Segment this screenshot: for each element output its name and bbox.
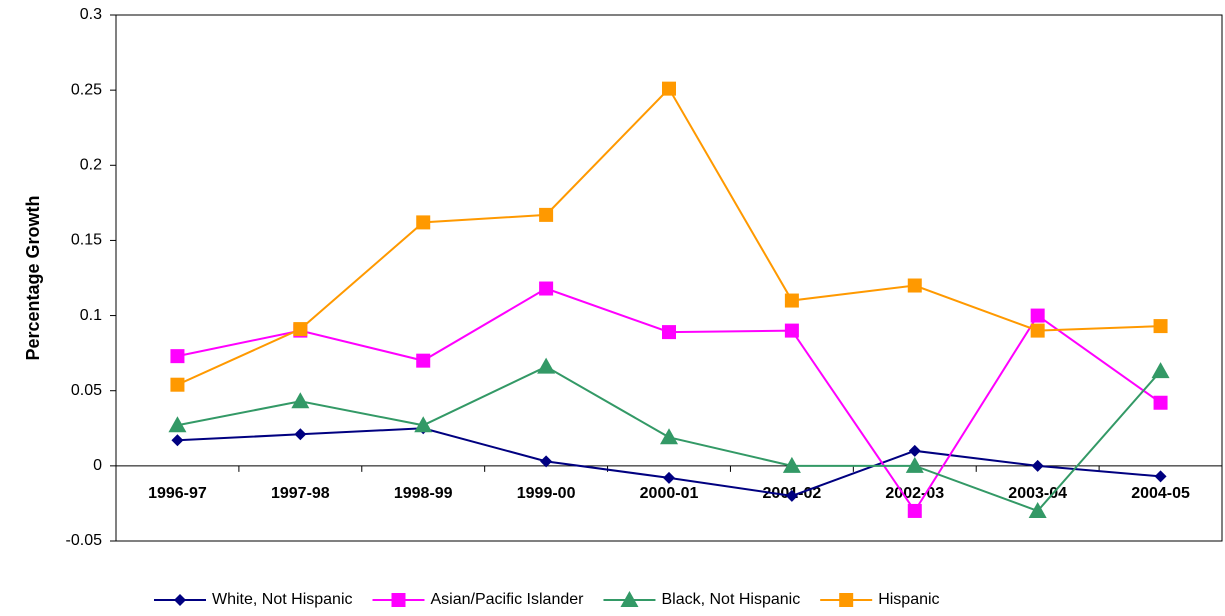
y-tick-label: 0.3	[80, 6, 102, 23]
series-line	[177, 86, 1161, 386]
marker	[294, 428, 307, 441]
marker	[171, 434, 184, 447]
marker	[662, 81, 676, 96]
legend-item: White, Not Hispanic	[154, 591, 353, 608]
legend-marker	[839, 593, 854, 607]
series	[168, 357, 1170, 518]
x-tick-label: 1997-98	[271, 485, 330, 502]
legend-item: Asian/Pacific Islander	[372, 591, 585, 608]
legend-label: Black, Not Hispanic	[661, 591, 800, 608]
x-tick-label: 2004-05	[1131, 485, 1190, 502]
marker	[1151, 362, 1170, 379]
x-tick-label: 2000-01	[640, 485, 699, 502]
y-tick-label: 0.25	[71, 81, 102, 98]
marker	[170, 349, 185, 364]
legend-marker	[620, 591, 639, 607]
y-tick-label: 0.05	[71, 382, 102, 399]
marker	[785, 489, 798, 502]
marker	[663, 471, 675, 484]
marker	[662, 325, 676, 340]
marker	[660, 428, 678, 445]
marker	[540, 455, 553, 468]
marker	[414, 416, 433, 433]
marker	[1031, 459, 1044, 472]
marker	[1153, 319, 1168, 334]
x-tick-label: 2002-03	[885, 485, 944, 502]
y-tick-label: 0.2	[80, 157, 102, 174]
legend-label: White, Not Hispanic	[212, 591, 353, 608]
marker	[168, 416, 187, 433]
series	[170, 281, 1168, 518]
marker	[784, 323, 799, 338]
marker	[537, 357, 556, 374]
marker	[293, 322, 308, 337]
plot-area	[115, 14, 1223, 542]
marker	[908, 444, 921, 457]
marker	[907, 503, 922, 518]
legend-label: Hispanic	[878, 591, 939, 608]
legend-marker	[391, 593, 406, 607]
x-tick-label: 1999-00	[517, 485, 576, 502]
marker	[1154, 470, 1167, 483]
marker	[1153, 395, 1168, 410]
series	[170, 81, 1168, 392]
y-tick-label: -0.05	[66, 532, 103, 549]
y-tick-label: 0.1	[80, 307, 102, 324]
legend-item: Black, Not Hispanic	[603, 591, 800, 608]
marker	[539, 281, 554, 296]
marker	[1030, 323, 1045, 338]
marker	[1030, 308, 1045, 323]
marker	[907, 278, 922, 293]
y-tick-label: 0.15	[71, 232, 102, 249]
marker	[170, 377, 185, 392]
x-tick-label: 1998-99	[394, 485, 453, 502]
legend-marker	[174, 594, 186, 606]
legend-label: Asian/Pacific Islander	[431, 591, 585, 608]
legend-item: Hispanic	[820, 591, 940, 608]
marker	[905, 456, 924, 473]
marker	[1028, 501, 1047, 518]
marker	[291, 392, 310, 409]
x-tick-label: 1996-97	[148, 485, 207, 502]
marker	[782, 456, 801, 473]
y-axis-title: Percentage Growth	[23, 195, 43, 360]
series	[171, 422, 1167, 502]
x-tick-label: 2003-04	[1008, 485, 1067, 502]
marker	[539, 207, 554, 222]
marker	[784, 293, 799, 308]
marker	[416, 215, 431, 230]
y-tick-label: 0	[93, 457, 102, 474]
marker	[416, 353, 431, 368]
